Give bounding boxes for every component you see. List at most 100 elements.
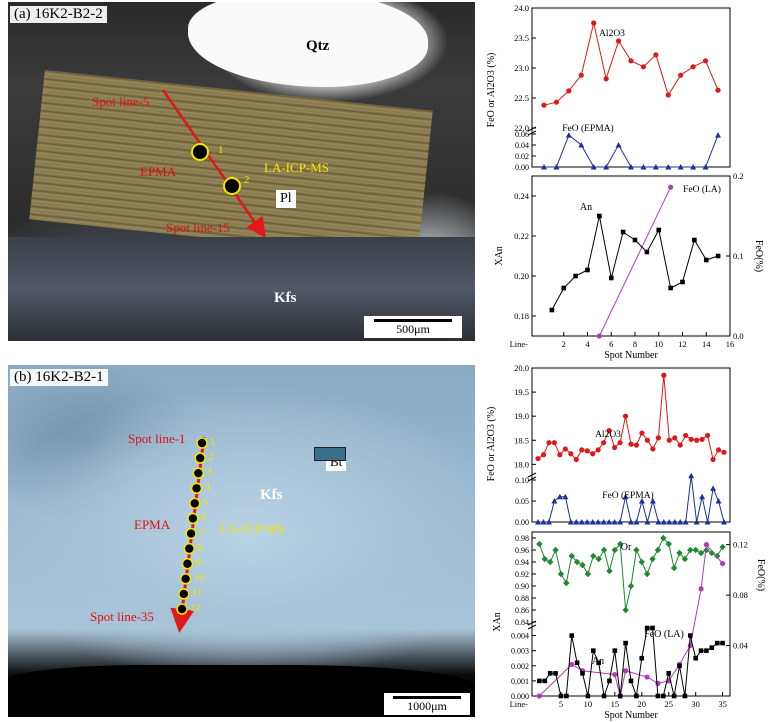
x-tick-label: 35 [718, 699, 727, 709]
spot-number: 1 [210, 436, 216, 448]
data-point-al2o3 [688, 436, 694, 442]
data-point-an [677, 663, 682, 669]
spot-marker [196, 437, 208, 449]
data-point-an [666, 671, 672, 676]
data-point-an [585, 267, 590, 273]
spot-line-overlay-a [161, 89, 266, 239]
data-point-feo-la [655, 680, 661, 686]
data-point-or [584, 570, 592, 578]
data-point-feo-epma [721, 519, 727, 525]
data-point-al2o3 [715, 87, 721, 93]
x-prefix-label: Line- [510, 339, 529, 349]
photomicrograph-a: (a) 16K2-B2-2 Qtz Pl Kfs Spot line-5 Spo… [8, 2, 475, 341]
series-label-al2o3: Al2O3 [599, 29, 625, 39]
data-point-feo-la [698, 586, 704, 592]
y-tick-label: 24.0 [514, 3, 529, 13]
spot-marker [178, 588, 190, 600]
data-point-an [597, 213, 602, 219]
spot-number: 5 [202, 496, 209, 509]
data-point-feo-epma [702, 164, 709, 170]
data-point-an [693, 655, 698, 661]
data-point-or [654, 546, 662, 554]
data-point-an [558, 693, 564, 699]
data-point-an [668, 285, 673, 291]
spot-line-start-label: Spot line-1 [128, 431, 186, 446]
data-point-feo-epma [567, 519, 574, 525]
data-point-an [687, 633, 693, 638]
data-point-al2o3 [603, 76, 609, 82]
data-point-an [537, 678, 542, 684]
y-tick-label: 23.0 [514, 63, 529, 73]
data-point-feo-epma [666, 519, 673, 525]
x-tick-label: 2 [562, 339, 566, 349]
spot-number: 10 [193, 571, 205, 584]
data-point-al2o3 [615, 38, 622, 44]
data-point-al2o3 [541, 102, 547, 108]
y2-tick-label: 0.1 [733, 251, 744, 261]
la-spot-marker [223, 177, 241, 195]
data-point-al2o3 [715, 447, 722, 453]
data-point-feo-la [644, 674, 650, 680]
data-point-feo-la [569, 661, 575, 668]
data-point-an [561, 285, 567, 291]
data-point-al2o3 [677, 442, 683, 448]
data-point-al2o3 [690, 64, 696, 70]
data-point-or [552, 546, 559, 554]
y-axis-label: FeO or Al2O3 (%) [486, 53, 497, 128]
data-point-feo-epma [633, 519, 640, 525]
data-point-or [670, 564, 678, 572]
y2-axis-label: FeO(%) [753, 240, 764, 272]
data-point-al2o3 [666, 437, 672, 443]
data-point-an [661, 693, 666, 699]
data-point-an [634, 693, 639, 699]
data-point-feo-la [623, 668, 629, 674]
data-point-al2o3 [622, 413, 629, 419]
y-tick-label: 0.06 [515, 130, 529, 139]
x-axis-label: Spot Number [604, 350, 658, 361]
y-tick-label: 22.0 [514, 123, 529, 133]
y2-tick-label: 0.04 [733, 641, 749, 651]
data-point-al2o3 [702, 58, 709, 64]
data-point-or [600, 546, 608, 554]
y-tick-label: 0.05 [515, 497, 529, 506]
data-point-feo-epma [688, 472, 695, 479]
data-point-feo-epma [590, 164, 597, 170]
data-point-al2o3 [678, 72, 684, 78]
chart-a-top: 22.0 22.5 23.0 23.5 24.0 0.00 0.02 0.04 0.06 FeO … [486, 3, 731, 172]
data-point-feo-epma [649, 498, 656, 504]
y2-tick-label: 0.08 [733, 590, 748, 600]
data-point-al2o3 [535, 455, 541, 462]
series-label-al2o3: Al2O3 [595, 430, 621, 440]
data-point-al2o3 [566, 88, 572, 94]
data-point-feo-epma [562, 493, 569, 500]
y-tick-label: 0.18 [514, 311, 529, 321]
data-point-al2o3 [617, 440, 623, 446]
data-point-an [655, 693, 661, 699]
data-point-feo-epma [540, 519, 547, 525]
data-point-al2o3 [546, 440, 552, 446]
x-tick-label: 5 [559, 699, 563, 709]
x-axis-label: Spot Number [604, 710, 658, 721]
epma-label: EPMA [134, 517, 171, 532]
data-point-an [608, 275, 614, 281]
data-point-feo-epma [638, 498, 645, 504]
data-point-or [557, 570, 565, 578]
data-point-feo-epma [704, 519, 711, 525]
y-tick-label: 0.96 [515, 546, 529, 555]
data-point-al2o3 [699, 436, 705, 442]
y-tick-label: 0.00 [515, 163, 529, 172]
data-point-an [542, 678, 548, 684]
data-point-al2o3 [557, 452, 563, 458]
data-point-feo-epma [677, 164, 684, 170]
data-point-feo-epma [622, 493, 629, 500]
data-point-feo-la [612, 671, 618, 678]
data-point-al2o3 [628, 58, 634, 64]
data-point-feo-epma [677, 519, 684, 525]
data-point-feo-epma [603, 164, 610, 170]
y-tick-label: 0.00 [515, 518, 529, 527]
data-point-feo-epma [628, 164, 634, 170]
data-point-an [553, 671, 558, 676]
mineral-label-pl: Pl [276, 190, 296, 208]
spot-marker [179, 573, 192, 585]
y-tick-label: 0.90 [515, 582, 529, 591]
